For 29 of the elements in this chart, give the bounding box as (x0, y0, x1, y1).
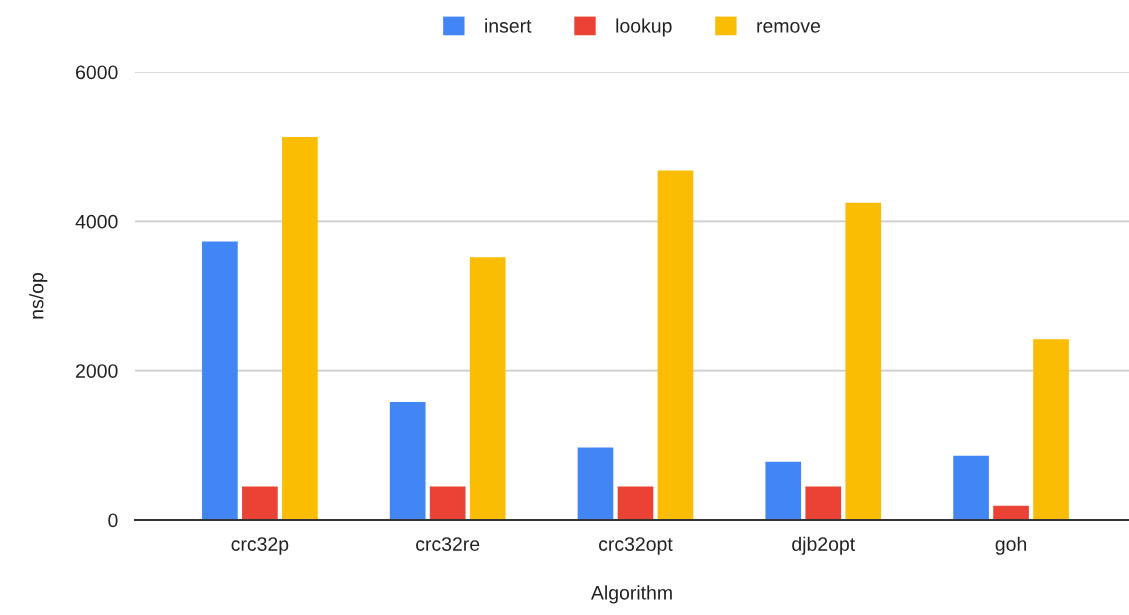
legend-label: insert (485, 18, 532, 33)
y-tick-label: 4000 (75, 214, 118, 229)
y-tick-label: 2000 (76, 364, 118, 378)
x-tick-label: djb2opt (792, 536, 856, 555)
bar (577, 447, 614, 520)
y-axis-title: ns/op (29, 273, 48, 319)
bar (765, 461, 802, 520)
legend-label: lookup (616, 18, 672, 37)
y-tick-label: 0 (108, 513, 118, 528)
bar (1033, 339, 1069, 520)
bar (617, 486, 654, 520)
bar (389, 402, 426, 520)
bar (242, 486, 278, 520)
bar (469, 257, 506, 520)
x-tick-label: crc32p (231, 537, 289, 555)
x-tick-label: crc32re (416, 537, 480, 551)
bar (993, 505, 1029, 520)
x-axis-title: Algorithm (590, 585, 672, 604)
x-tick-label: crc32opt (599, 537, 673, 555)
bar (429, 486, 466, 520)
bar (953, 455, 989, 520)
bar (845, 202, 882, 520)
legend-label: remove (757, 22, 820, 33)
bar (805, 486, 842, 520)
x-tick-label: goh (995, 536, 1027, 555)
bar (202, 241, 238, 520)
y-tick-label: 6000 (76, 65, 118, 80)
bar (657, 170, 694, 520)
bar (282, 136, 318, 520)
